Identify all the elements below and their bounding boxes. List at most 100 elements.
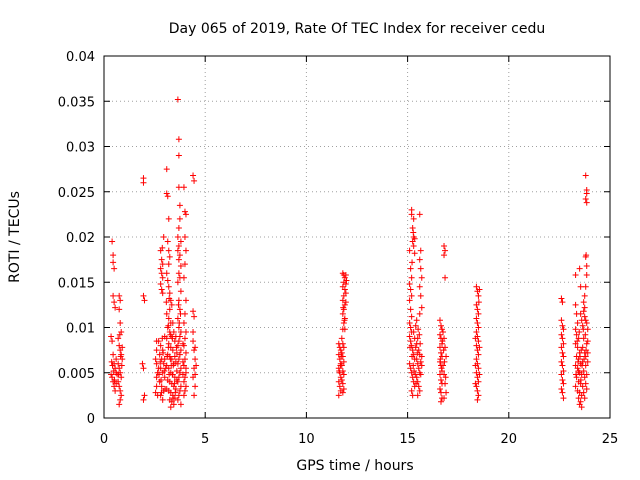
data-point bbox=[190, 308, 197, 315]
data-point bbox=[338, 353, 345, 360]
data-point bbox=[181, 261, 188, 268]
data-point bbox=[111, 265, 118, 272]
data-point bbox=[169, 347, 176, 354]
data-point bbox=[165, 283, 172, 290]
data-point bbox=[577, 283, 584, 290]
data-point bbox=[443, 389, 450, 396]
data-point bbox=[407, 338, 414, 345]
data-point bbox=[475, 365, 482, 372]
data-point bbox=[158, 383, 165, 390]
data-point bbox=[175, 243, 182, 250]
data-point bbox=[579, 322, 586, 329]
data-point bbox=[164, 238, 171, 245]
data-point bbox=[177, 238, 184, 245]
data-point bbox=[172, 386, 179, 393]
data-point bbox=[116, 306, 123, 313]
data-point bbox=[410, 362, 417, 369]
data-point bbox=[418, 304, 425, 311]
data-point bbox=[406, 333, 413, 340]
data-point bbox=[338, 335, 345, 342]
data-point bbox=[574, 365, 581, 372]
data-point bbox=[437, 349, 444, 356]
data-point bbox=[337, 374, 344, 381]
data-point bbox=[560, 395, 567, 402]
data-point bbox=[414, 360, 421, 367]
data-point bbox=[439, 338, 446, 345]
data-point bbox=[340, 319, 347, 326]
data-point bbox=[476, 344, 483, 351]
data-point bbox=[157, 265, 164, 272]
data-point bbox=[335, 392, 342, 399]
data-point bbox=[580, 335, 587, 342]
data-point bbox=[342, 299, 349, 306]
data-point bbox=[174, 315, 181, 322]
data-point bbox=[581, 313, 588, 320]
data-point bbox=[182, 349, 189, 356]
data-point bbox=[441, 395, 448, 402]
data-point bbox=[177, 383, 184, 390]
data-point bbox=[573, 331, 580, 338]
data-point bbox=[418, 274, 425, 281]
data-point bbox=[584, 338, 591, 345]
data-point bbox=[175, 374, 182, 381]
data-point bbox=[572, 383, 579, 390]
y-tick-label: 0.015 bbox=[58, 276, 95, 291]
y-tick-label: 0.04 bbox=[66, 50, 95, 65]
data-point bbox=[407, 286, 414, 293]
x-tick-labels: 0 5 10 15 20 25 bbox=[100, 432, 618, 447]
data-point bbox=[168, 362, 175, 369]
data-point bbox=[416, 211, 423, 218]
data-point bbox=[108, 371, 115, 378]
data-point bbox=[141, 392, 148, 399]
data-point bbox=[441, 358, 448, 365]
data-point bbox=[584, 326, 591, 333]
y-tick-label: 0.03 bbox=[66, 141, 95, 156]
data-point bbox=[580, 389, 587, 396]
data-point bbox=[584, 358, 591, 365]
x-tick-label: 20 bbox=[501, 432, 518, 447]
data-point bbox=[112, 304, 119, 311]
data-point bbox=[190, 338, 197, 345]
data-point bbox=[170, 395, 177, 402]
data-point bbox=[573, 374, 580, 381]
data-point bbox=[177, 401, 184, 408]
data-point bbox=[581, 395, 588, 402]
data-point bbox=[161, 374, 168, 381]
data-point bbox=[110, 252, 117, 259]
data-point bbox=[166, 295, 173, 302]
data-point bbox=[153, 383, 160, 390]
data-point bbox=[340, 358, 347, 365]
y-tick-label: 0.02 bbox=[66, 231, 95, 246]
data-point bbox=[165, 315, 172, 322]
data-point bbox=[474, 387, 481, 394]
data-point bbox=[341, 286, 348, 293]
data-point bbox=[575, 395, 582, 402]
data-point bbox=[182, 329, 189, 336]
data-point bbox=[336, 383, 343, 390]
data-point bbox=[441, 252, 448, 259]
data-point bbox=[574, 344, 581, 351]
data-point bbox=[473, 383, 480, 390]
data-point bbox=[163, 270, 170, 277]
data-point bbox=[167, 331, 174, 338]
data-point bbox=[411, 367, 418, 374]
data-point bbox=[163, 310, 170, 317]
data-point bbox=[575, 367, 582, 374]
data-point bbox=[436, 386, 443, 393]
data-point bbox=[558, 358, 565, 365]
data-point bbox=[413, 317, 420, 324]
data-point bbox=[176, 202, 183, 209]
data-point bbox=[112, 387, 119, 394]
data-point bbox=[115, 371, 122, 378]
data-point bbox=[582, 380, 589, 387]
data-point bbox=[340, 344, 347, 351]
data-point bbox=[117, 353, 124, 360]
data-point bbox=[476, 286, 483, 293]
data-point bbox=[115, 335, 122, 342]
data-point bbox=[163, 335, 170, 342]
data-point bbox=[416, 310, 423, 317]
data-point bbox=[165, 261, 172, 268]
data-point bbox=[572, 326, 579, 333]
data-point bbox=[176, 306, 183, 313]
x-tick-label: 25 bbox=[602, 432, 619, 447]
